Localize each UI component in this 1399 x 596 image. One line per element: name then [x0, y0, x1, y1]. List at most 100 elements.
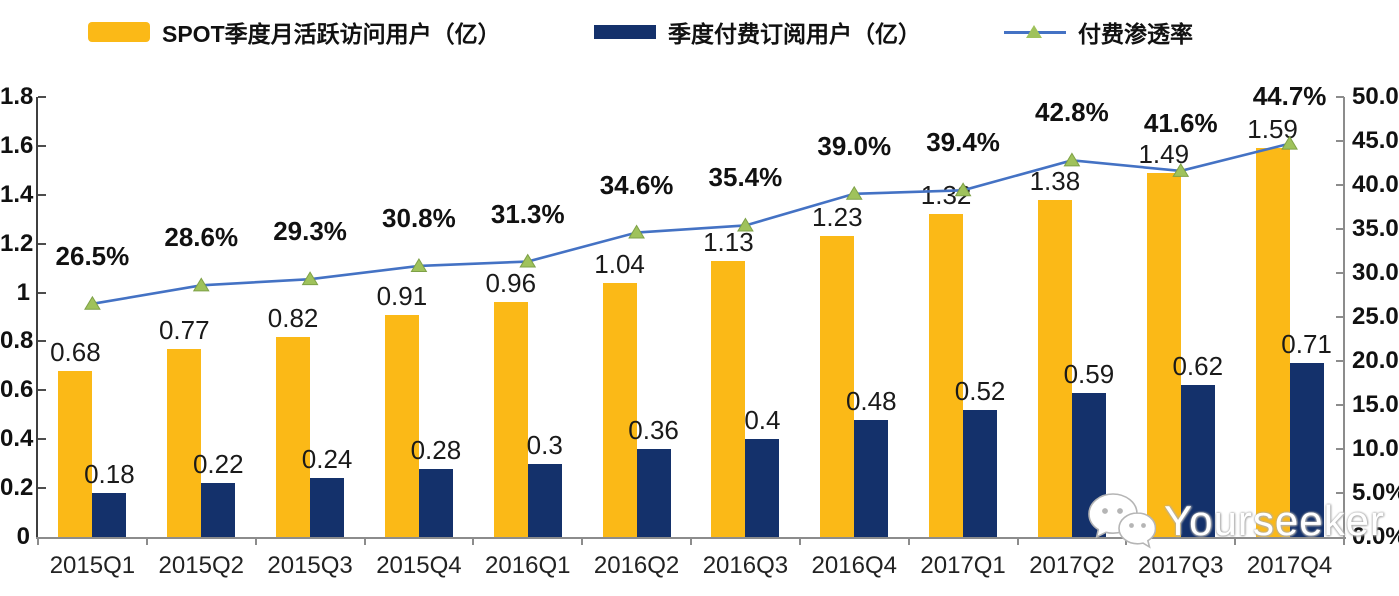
right-axis-tick-label: 0.0% — [1352, 523, 1399, 550]
bar-paid — [745, 439, 780, 537]
triangle-marker-icon — [519, 253, 537, 268]
right-axis-tick-label: 10.0% — [1352, 435, 1399, 462]
bar-paid — [963, 409, 998, 537]
bar-paid — [527, 463, 562, 537]
bar-paid — [201, 483, 236, 537]
triangle-marker-icon — [1026, 25, 1042, 38]
bar-mau — [493, 302, 528, 537]
penetration-value-label: 41.6% — [1143, 107, 1218, 138]
paid-value-label: 0.59 — [1063, 358, 1115, 389]
legend-item-penetration: 付费渗透率 — [1004, 16, 1193, 48]
left-axis-tick — [38, 487, 46, 490]
x-axis-category-label: 2017Q2 — [1029, 552, 1115, 579]
penetration-legend-swatch — [1004, 21, 1066, 43]
mau-value-label: 1.59 — [1247, 114, 1298, 145]
bar-mau — [276, 336, 311, 537]
x-axis-category-label: 2015Q3 — [267, 552, 353, 579]
mau-legend-swatch — [88, 22, 150, 42]
left-axis-tick-label: 0 — [16, 523, 30, 550]
paid-value-label: 0.52 — [954, 375, 1006, 406]
mau-value-label: 0.96 — [485, 268, 537, 299]
legend-item-paid: 季度付费订阅用户（亿） — [594, 16, 921, 48]
left-axis-tick — [38, 242, 46, 245]
mau-value-label: 1.13 — [703, 226, 754, 257]
x-axis-category-label: 2016Q4 — [811, 552, 897, 579]
triangle-marker-icon — [84, 295, 101, 310]
mau-value-label: 0.82 — [267, 302, 319, 333]
mau-value-label: 0.68 — [50, 336, 101, 367]
triangle-marker-icon — [301, 271, 319, 286]
right-axis-tick — [1336, 492, 1344, 494]
x-axis-tick — [690, 537, 692, 545]
bar-paid — [854, 419, 889, 537]
x-axis-tick — [254, 537, 257, 545]
right-axis-tick-label: 35.0% — [1352, 215, 1399, 242]
right-axis-tick — [1336, 140, 1344, 142]
x-axis-category-label: 2017Q1 — [920, 552, 1006, 579]
x-axis-category-label: 2017Q3 — [1138, 552, 1224, 579]
paid-legend-swatch — [594, 25, 656, 39]
bar-paid — [1180, 385, 1215, 537]
x-axis-tick — [581, 537, 584, 545]
x-axis-tick — [907, 537, 910, 545]
paid-value-label: 0.24 — [301, 444, 353, 475]
x-axis-tick — [145, 537, 148, 545]
left-axis-tick — [38, 96, 46, 98]
watermark: Yourseeker — [1086, 490, 1385, 552]
mau-value-label: 1.32 — [920, 180, 972, 211]
mau-value-label: 1.04 — [594, 248, 645, 279]
x-axis-category-label: 2015Q1 — [49, 552, 136, 579]
x-axis-category-label: 2016Q2 — [593, 552, 680, 579]
left-axis-tick-label: 1.2 — [0, 229, 34, 257]
right-axis-tick-label: 50.0% — [1352, 83, 1399, 110]
x-axis-category-label: 2016Q3 — [702, 552, 789, 579]
x-axis-tick — [472, 537, 475, 545]
bar-paid — [1289, 363, 1324, 537]
bar-mau — [711, 260, 746, 537]
triangle-marker-icon — [845, 185, 863, 200]
x-axis-category-label: 2015Q2 — [158, 552, 244, 579]
paid-value-label: 0.18 — [84, 459, 135, 489]
right-axis-tick-label: 40.0% — [1352, 171, 1399, 198]
bar-paid — [310, 478, 345, 537]
right-axis-tick-label: 30.0% — [1352, 259, 1399, 286]
right-axis-tick — [1336, 404, 1344, 406]
penetration-value-label: 31.3% — [490, 198, 565, 229]
triangle-marker-icon — [410, 257, 428, 272]
x-axis-tick — [37, 537, 39, 545]
left-axis-tick — [38, 340, 46, 343]
right-axis-tick — [1336, 272, 1344, 274]
left-axis-tick-label: 1 — [16, 278, 30, 306]
bar-mau — [602, 282, 637, 537]
x-axis-category-label: 2017Q4 — [1246, 552, 1333, 579]
triangle-marker-icon — [628, 224, 645, 239]
left-axis-tick-label: 0.6 — [0, 376, 34, 404]
right-axis-tick — [1336, 228, 1344, 230]
paid-value-label: 0.3 — [526, 429, 563, 460]
bar-mau — [384, 314, 419, 537]
mau-value-label: 1.49 — [1138, 138, 1190, 169]
penetration-value-label: 42.8% — [1035, 97, 1109, 128]
right-axis-tick-label: 5.0% — [1352, 479, 1399, 506]
legend-item-mau: SPOT季度月活跃访问用户（亿） — [88, 16, 501, 48]
paid-legend-label: 季度付费订阅用户（亿） — [668, 21, 921, 47]
left-axis-tick — [38, 389, 46, 392]
x-axis-category-label: 2015Q4 — [376, 552, 462, 579]
left-axis-line — [36, 97, 38, 539]
mau-value-label: 1.23 — [811, 202, 863, 233]
x-axis-tick — [1343, 537, 1345, 545]
mau-legend-label: SPOT季度月活跃访问用户（亿） — [162, 21, 501, 47]
right-axis-tick-label: 20.0% — [1352, 347, 1399, 374]
paid-value-label: 0.48 — [845, 385, 897, 416]
left-axis-tick-label: 0.2 — [0, 474, 34, 502]
left-axis-tick — [38, 291, 46, 294]
bar-mau — [58, 370, 93, 537]
left-axis-tick-label: 1.6 — [0, 131, 34, 159]
x-axis-category-label: 2016Q1 — [485, 552, 571, 579]
right-axis-tick-label: 25.0% — [1352, 303, 1399, 330]
paid-value-label: 0.62 — [1172, 351, 1224, 382]
left-axis-tick-label: 0.8 — [0, 327, 34, 355]
penetration-value-label: 39.4% — [926, 127, 1000, 158]
penetration-value-label: 44.7% — [1252, 80, 1327, 111]
